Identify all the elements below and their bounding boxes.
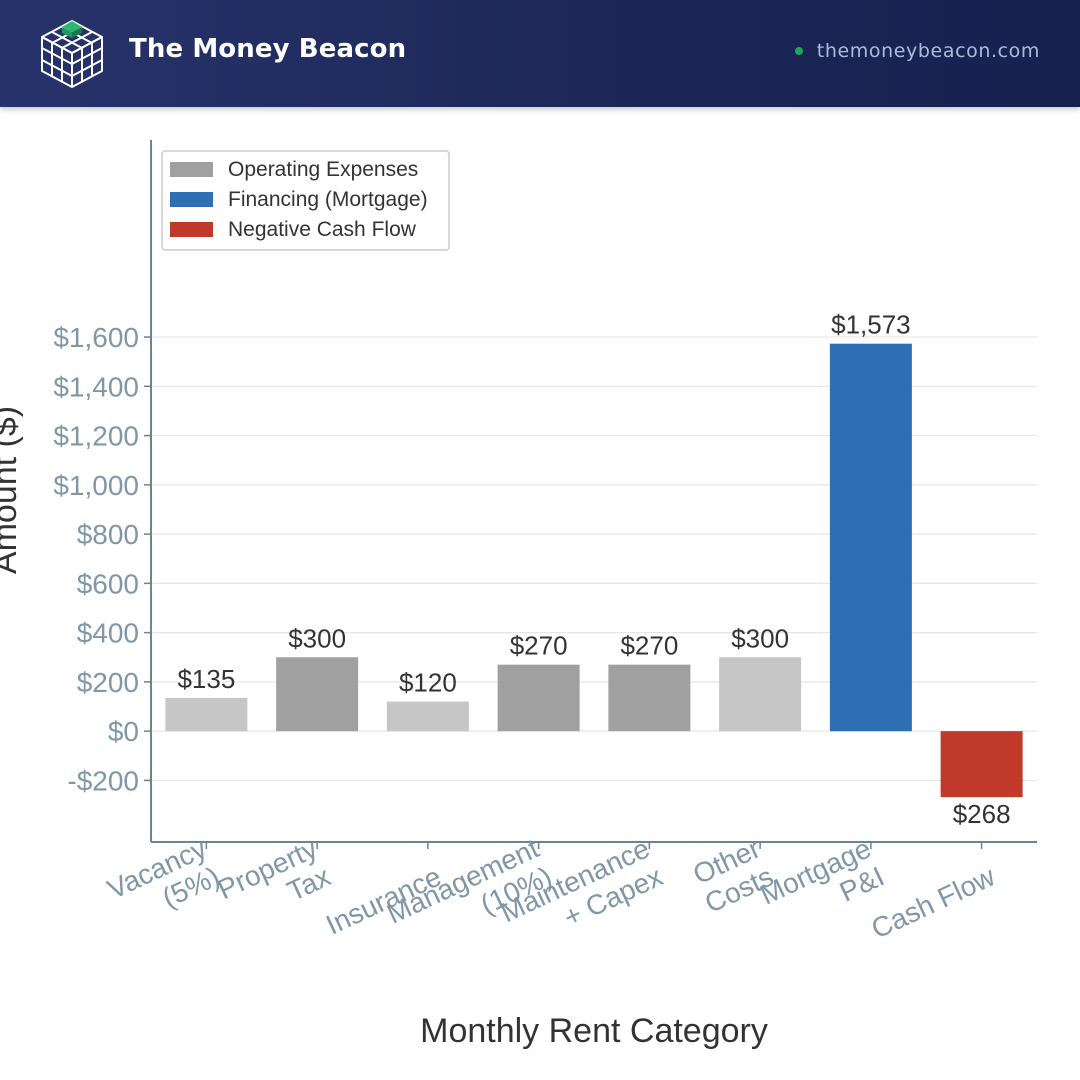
data-label: $268 (953, 799, 1011, 829)
legend-swatch (170, 222, 213, 237)
site-url: themoneybeacon.com (816, 40, 1040, 62)
x-tick-label: Cash Flow (867, 860, 1001, 944)
y-tick-label: $1,400 (53, 371, 139, 402)
y-tick-label: $1,600 (53, 322, 139, 353)
cube-logo-icon (41, 20, 103, 88)
y-tick-label: $400 (77, 618, 139, 649)
bar (497, 664, 580, 732)
bar (829, 343, 912, 732)
legend-swatch (170, 192, 213, 207)
legend-box (161, 150, 450, 251)
data-label: $1,573 (831, 310, 911, 340)
legend: Operating Expenses Financing (Mortgage) Ne… (161, 150, 450, 251)
data-label: $300 (288, 623, 346, 653)
site-header: The Money Beacon themoneybeacon.com (0, 0, 1080, 107)
y-tick-label: -$200 (67, 765, 139, 796)
data-label: $300 (731, 623, 789, 653)
data-label: $120 (399, 668, 457, 698)
bar (940, 731, 1023, 798)
y-tick-label: $1,200 (53, 421, 139, 452)
y-tick-label: $200 (77, 667, 139, 698)
brand-name: The Money Beacon (129, 34, 407, 64)
data-label: $270 (510, 631, 568, 661)
bar (608, 664, 691, 732)
legend-label: Financing (Mortgage) (228, 188, 428, 211)
data-label: $270 (620, 631, 678, 661)
x-tick-label-line: Cash Flow (867, 860, 1001, 944)
bar (276, 657, 359, 732)
data-label: $135 (177, 664, 235, 694)
legend-label: Operating Expenses (228, 158, 418, 181)
bar (165, 697, 248, 732)
y-tick-label: $1,000 (53, 470, 139, 501)
site-link[interactable]: themoneybeacon.com (794, 40, 1040, 62)
y-tick-label: $0 (108, 716, 139, 747)
y-tick-label: $600 (77, 568, 139, 599)
bar (386, 701, 469, 732)
x-tick-label: OtherCosts (687, 832, 778, 918)
y-axis-title: Amount ($) (0, 406, 24, 574)
legend-swatch (170, 162, 213, 177)
green-dot-icon (794, 47, 803, 55)
bar (719, 657, 802, 732)
x-axis-title: Monthly Rent Category (420, 1012, 768, 1050)
y-tick-label: $800 (77, 519, 139, 550)
legend-label: Negative Cash Flow (228, 218, 417, 241)
